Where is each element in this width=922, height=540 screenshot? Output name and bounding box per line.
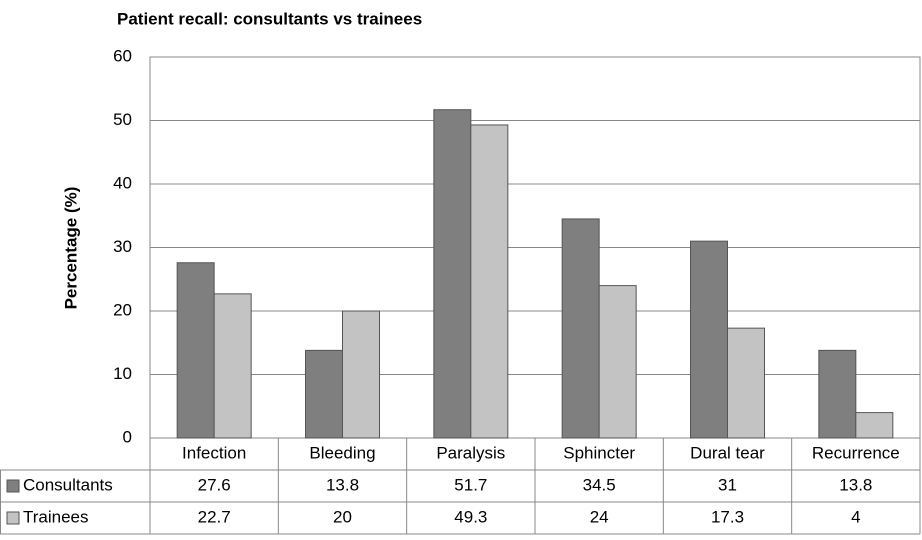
- x-tick-label: Infection: [182, 443, 246, 462]
- bar: [470, 124, 509, 439]
- table-value: 27.6: [198, 475, 231, 494]
- y-tick-label: 20: [113, 300, 132, 319]
- legend-label: Trainees: [23, 507, 89, 526]
- bar: [598, 285, 637, 439]
- bar: [855, 412, 894, 439]
- table-value: 13.8: [839, 475, 872, 494]
- table-value: 20: [333, 507, 352, 526]
- table-value: 4: [851, 507, 860, 526]
- y-tick-label: 0: [123, 427, 132, 446]
- table-value: 22.7: [198, 507, 231, 526]
- y-tick-label: 60: [113, 46, 132, 65]
- x-tick-label: Paralysis: [436, 443, 505, 462]
- table-value: 34.5: [583, 475, 616, 494]
- bar: [690, 240, 728, 439]
- legend-swatch: [6, 479, 20, 493]
- bar: [727, 327, 765, 439]
- bar: [176, 262, 215, 439]
- x-tick-label: Bleeding: [309, 443, 375, 462]
- y-tick-label: 10: [113, 364, 132, 383]
- table-value: 13.8: [326, 475, 359, 494]
- bar: [342, 310, 380, 439]
- y-tick-label: 30: [113, 237, 132, 256]
- legend-swatch: [6, 511, 20, 525]
- bar: [433, 109, 472, 439]
- y-axis-label: Percentage (%): [61, 187, 80, 310]
- bar: [818, 349, 857, 439]
- table-value: 51.7: [454, 475, 487, 494]
- y-tick-label: 50: [113, 110, 132, 129]
- bar: [213, 293, 252, 439]
- table-value: 24: [590, 507, 609, 526]
- x-tick-label: Sphincter: [563, 443, 635, 462]
- chart-title: Patient recall: consultants vs trainees: [117, 9, 422, 28]
- table-value: 17.3: [711, 507, 744, 526]
- table-value: 49.3: [454, 507, 487, 526]
- table-value: 31: [718, 475, 737, 494]
- bar: [305, 349, 343, 439]
- legend-label: Consultants: [23, 475, 113, 494]
- x-tick-label: Recurrence: [812, 443, 900, 462]
- y-tick-label: 40: [113, 173, 132, 192]
- x-tick-label: Dural tear: [690, 443, 765, 462]
- bar: [561, 218, 600, 439]
